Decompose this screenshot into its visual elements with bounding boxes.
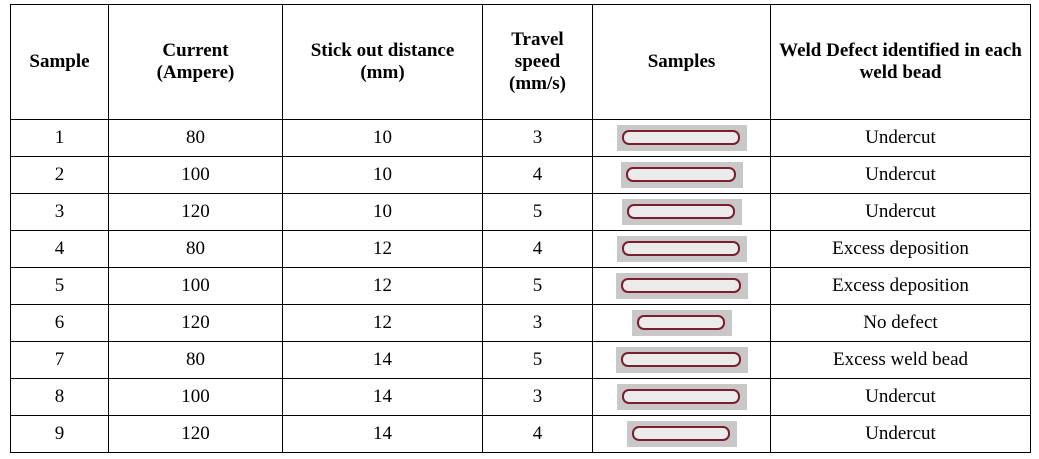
weld-table: Sample Current (Ampere) Stick out distan… [10, 4, 1031, 453]
header-cell: Samples [593, 5, 771, 120]
weld-bead-shape [628, 205, 734, 218]
cell: 3 [483, 120, 593, 157]
page: Sample Current (Ampere) Stick out distan… [0, 0, 1039, 459]
header-text: Current (Ampere) [141, 40, 251, 84]
cell: 3 [483, 379, 593, 416]
header-cell: Travel speed (mm/s) [483, 5, 593, 120]
image-cell [593, 305, 771, 342]
image-cell [593, 231, 771, 268]
header-cell: Current (Ampere) [109, 5, 283, 120]
cell: 14 [283, 342, 483, 379]
cell: 10 [283, 157, 483, 194]
cell: 6 [11, 305, 109, 342]
cell: 14 [283, 379, 483, 416]
cell: Undercut [771, 416, 1031, 453]
cell: 100 [109, 268, 283, 305]
cell: 9 [11, 416, 109, 453]
header-cell: Weld Defect identified in each weld bead [771, 5, 1031, 120]
cell: 120 [109, 416, 283, 453]
cell: 3 [483, 305, 593, 342]
cell: Undercut [771, 120, 1031, 157]
weld-bead-shape [638, 316, 724, 329]
header-cell: Stick out distance (mm) [283, 5, 483, 120]
cell: 80 [109, 342, 283, 379]
weld-bead-shape [623, 131, 739, 144]
header-text: Weld Defect identified in each weld bead [778, 40, 1023, 84]
cell: 5 [11, 268, 109, 305]
image-cell [593, 194, 771, 231]
cell: 12 [283, 305, 483, 342]
header-text: Sample [29, 51, 89, 73]
weld-bead-shape [623, 390, 739, 403]
weld-sample-image [617, 234, 747, 264]
cell: Excess deposition [771, 231, 1031, 268]
cell: 80 [109, 120, 283, 157]
cell: 4 [11, 231, 109, 268]
weld-sample-image [632, 308, 732, 338]
weld-bead-shape [623, 242, 739, 255]
image-cell [593, 268, 771, 305]
header-text: Stick out distance (mm) [308, 40, 458, 84]
cell: 12 [283, 268, 483, 305]
image-cell [593, 342, 771, 379]
weld-sample-image [617, 382, 747, 412]
image-cell [593, 416, 771, 453]
weld-sample-image [622, 197, 742, 227]
cell: Undercut [771, 157, 1031, 194]
cell: 3 [11, 194, 109, 231]
cell: 80 [109, 231, 283, 268]
image-cell [593, 379, 771, 416]
cell: 4 [483, 416, 593, 453]
cell: 10 [283, 120, 483, 157]
header-text: Travel speed (mm/s) [503, 29, 573, 95]
cell: 4 [483, 231, 593, 268]
cell: Undercut [771, 379, 1031, 416]
weld-sample-image [616, 271, 748, 301]
cell: 5 [483, 194, 593, 231]
cell: 120 [109, 305, 283, 342]
header-text: Samples [648, 51, 716, 73]
cell: No defect [771, 305, 1031, 342]
weld-bead-shape [633, 427, 729, 440]
cell: 12 [283, 231, 483, 268]
cell: 10 [283, 194, 483, 231]
cell: Excess deposition [771, 268, 1031, 305]
weld-sample-image [627, 419, 737, 449]
cell: 4 [483, 157, 593, 194]
weld-bead-shape [622, 279, 740, 292]
weld-bead-shape [622, 353, 740, 366]
cell: 14 [283, 416, 483, 453]
cell: 100 [109, 157, 283, 194]
cell: 7 [11, 342, 109, 379]
cell: 100 [109, 379, 283, 416]
weld-bead-shape [627, 168, 735, 181]
image-cell [593, 157, 771, 194]
cell: Excess weld bead [771, 342, 1031, 379]
header-row: Sample Current (Ampere) Stick out distan… [11, 5, 1031, 120]
cell: 2 [11, 157, 109, 194]
weld-sample-image [621, 160, 743, 190]
weld-sample-image [617, 123, 747, 153]
weld-sample-image [616, 345, 748, 375]
cell: 1 [11, 120, 109, 157]
cell: 120 [109, 194, 283, 231]
cell: 5 [483, 342, 593, 379]
cell: Undercut [771, 194, 1031, 231]
header-cell: Sample [11, 5, 109, 120]
image-cell [593, 120, 771, 157]
cell: 5 [483, 268, 593, 305]
cell: 8 [11, 379, 109, 416]
